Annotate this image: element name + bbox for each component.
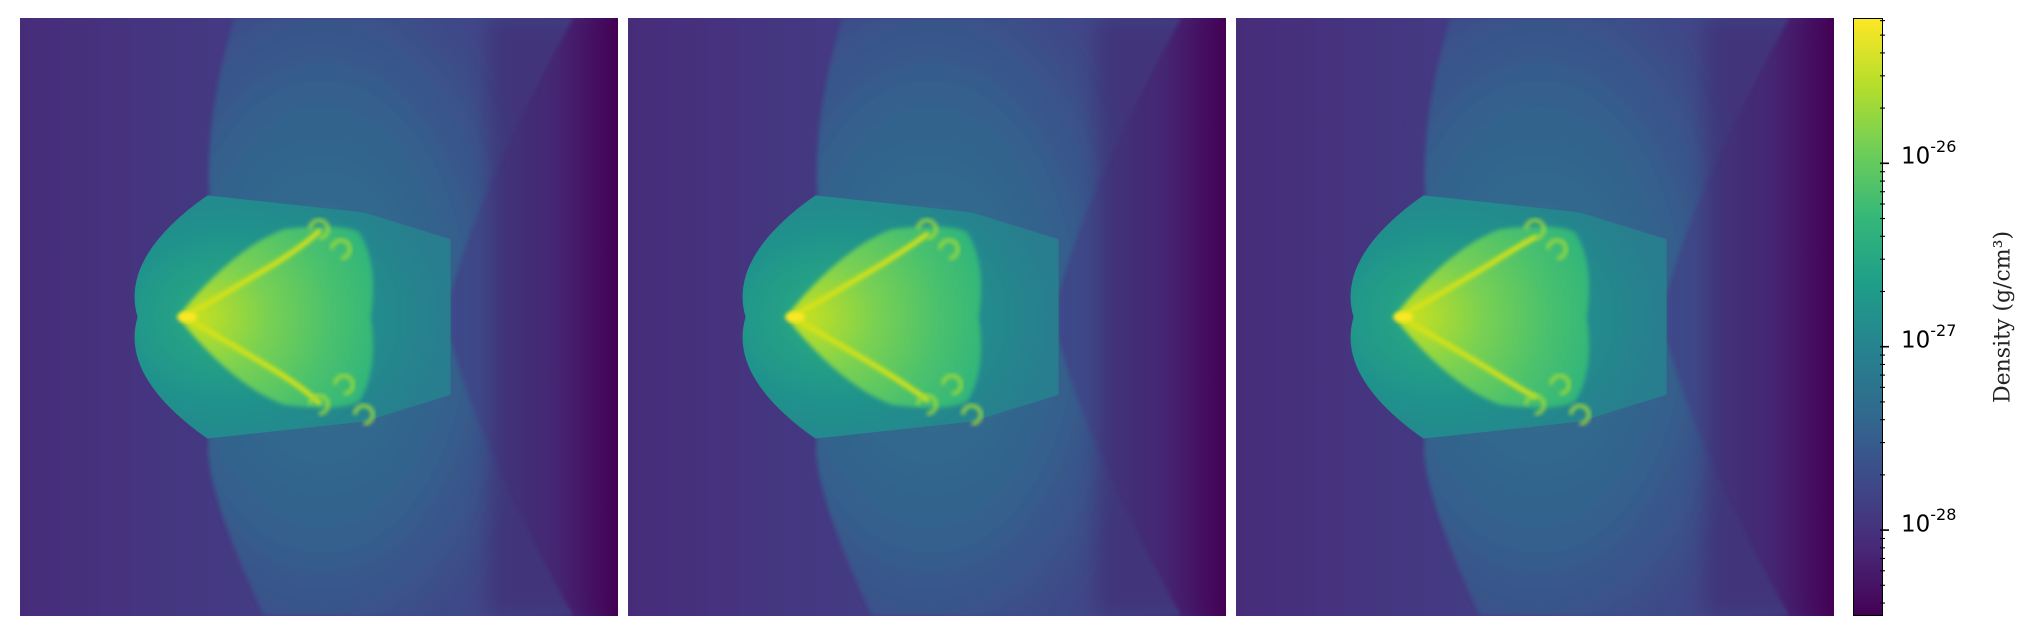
colorbar-tick-label-1e-26: 10-26 [1901,137,1957,170]
upper-dense-filament [1397,234,1538,320]
density-map-1 [20,18,618,616]
vortex-curl [938,238,960,260]
vortex-curl [1546,238,1568,260]
dense-core-region [177,226,374,408]
colorbar-tick-label-1e-27: 10-27 [1901,321,1957,354]
vortex-curl [941,374,963,396]
colorbar-tick-label-1e-28: 10-28 [1901,505,1957,538]
colorbar-label: Density (g/cm³) [1990,230,2016,404]
vortex-curl [1524,218,1546,241]
density-peak [177,312,198,322]
lower-dense-filament [1397,314,1538,400]
vortex-curl [330,238,352,260]
density-map-3 [1236,18,1834,616]
lower-dense-filament [789,314,930,403]
vortex-curl [308,394,330,416]
vortex-curl [916,218,938,241]
edge-fade [1704,18,1834,616]
density-peak [785,312,806,322]
upper-dense-filament [181,228,322,320]
density-panel-2 [628,18,1226,616]
vortex-curl [308,218,330,241]
edge-fade [488,18,618,616]
vortex-curl [916,394,938,416]
vortex-curl [1549,374,1571,396]
vortex-curl [333,374,355,396]
density-peak [1393,312,1414,322]
density-map-2 [628,18,1226,616]
vortex-curl [1524,394,1546,416]
vortex-curl [961,403,983,426]
dense-core-region [1393,226,1590,408]
lower-dense-filament [181,314,322,406]
colorbar-ticks [1880,20,1889,604]
density-panel-1 [20,18,618,616]
edge-fade [1096,18,1226,616]
upper-dense-filament [789,231,930,320]
vortex-curl [1569,403,1591,426]
density-panel-3 [1236,18,1834,616]
vortex-curl [353,403,375,426]
colorbar [1853,18,1883,616]
dense-core-region [785,226,982,408]
